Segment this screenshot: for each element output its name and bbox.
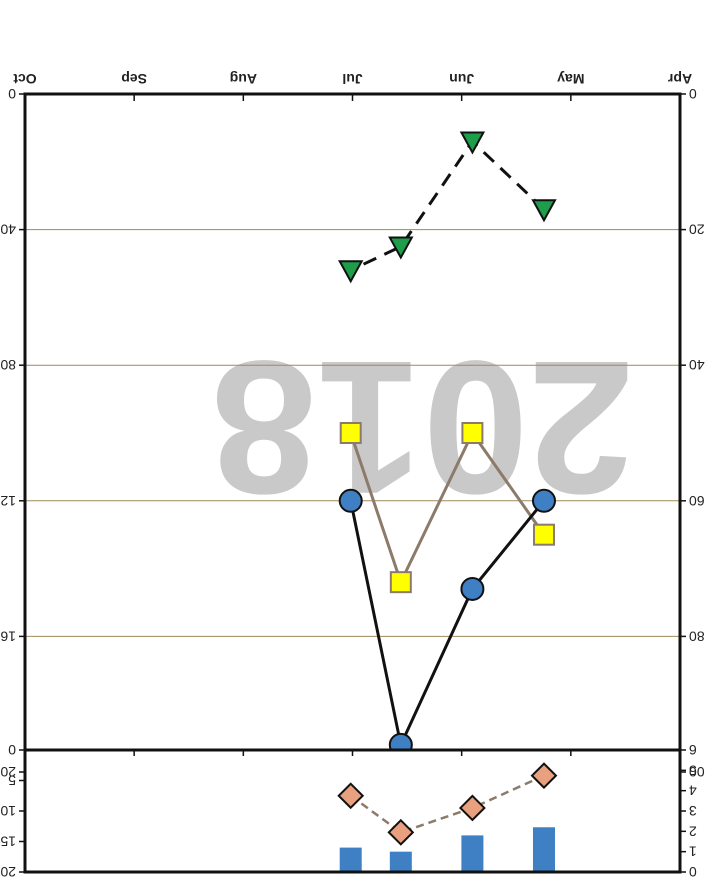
x-tick-label-5: Sep <box>121 71 147 87</box>
chlorophyll-point-0 <box>532 523 555 546</box>
right-tick-label-5: 2000 <box>0 764 16 780</box>
left-tick-label-3: 60 <box>689 493 705 509</box>
iss-point-0 <box>530 762 558 790</box>
top-panel: 0123456Secchi (feet)05101520ISS (mg/L) <box>0 742 697 880</box>
iss-point-2 <box>387 818 415 846</box>
nitrogen-point-0 <box>531 199 557 223</box>
phosphorus-point-1 <box>460 576 485 601</box>
top-plot-frame <box>23 748 682 874</box>
x-tick-label-2: Jun <box>449 71 474 87</box>
left-tick-label-2: 40 <box>689 357 705 373</box>
bottom-panel: 2018AprMayJunJulAugSepOct020406080100040… <box>0 71 705 780</box>
secchi-bar-1 <box>461 835 484 872</box>
x-tick-label-3: Jul <box>342 71 362 87</box>
secchi-tick-label-5: 5 <box>689 762 697 778</box>
secchi-bar-3 <box>339 847 362 872</box>
rotated-chart-group: 2018AprMayJunJulAugSepOct020406080100040… <box>0 71 705 880</box>
x-tick-label-4: Aug <box>230 71 257 87</box>
nitrogen-line <box>350 139 546 272</box>
iss-tick-label-0: 0 <box>8 742 16 758</box>
left-tick-label-4: 80 <box>689 628 705 644</box>
right-tick-label-0: 0 <box>8 86 16 102</box>
right-tick-label-3: 1200 <box>0 493 16 509</box>
iss-tick-label-1: 5 <box>8 773 16 789</box>
secchi-tick-label-2: 2 <box>689 823 697 839</box>
secchi-tick-label-6: 6 <box>689 742 697 758</box>
phosphorus-point-0 <box>531 488 556 513</box>
x-tick-label-1: May <box>557 71 584 87</box>
chlorophyll-point-3 <box>339 422 362 444</box>
chlorophyll-line <box>349 430 546 587</box>
chlorophyll-point-2 <box>389 571 412 594</box>
phosphorus-point-3 <box>338 488 363 513</box>
nitrogen-point-3 <box>338 260 364 284</box>
chlorophyll-point-1 <box>461 422 484 444</box>
iss-tick-label-2: 10 <box>0 803 16 819</box>
watermark-year: 2018 <box>211 321 634 533</box>
right-tick-label-1: 400 <box>0 222 16 238</box>
secchi-bar-2 <box>389 851 412 872</box>
x-tick-label-0: Apr <box>667 71 692 87</box>
right-tick-label-4: 1600 <box>0 628 16 644</box>
left-tick-label-5: 100 <box>689 764 705 780</box>
secchi-bar-0 <box>532 827 555 872</box>
phosphorus-line <box>349 499 546 750</box>
nitrogen-point-2 <box>388 236 414 260</box>
iss-point-3 <box>337 782 365 810</box>
secchi-tick-label-4: 4 <box>689 783 697 799</box>
secchi-tick-label-3: 3 <box>689 803 697 819</box>
left-tick-label-1: 20 <box>689 222 705 238</box>
secchi-tick-label-0: 0 <box>689 864 697 880</box>
iss-point-1 <box>458 794 486 822</box>
iss-tick-label-3: 15 <box>0 834 16 850</box>
iss-tick-label-4: 20 <box>0 864 16 880</box>
left-tick-label-0: 0 <box>689 86 697 102</box>
secchi-tick-label-1: 1 <box>689 844 697 860</box>
nitrogen-point-1 <box>459 131 486 155</box>
x-tick-label-6: Oct <box>13 71 37 87</box>
iss-line <box>349 774 545 834</box>
right-tick-label-2: 800 <box>0 357 16 373</box>
